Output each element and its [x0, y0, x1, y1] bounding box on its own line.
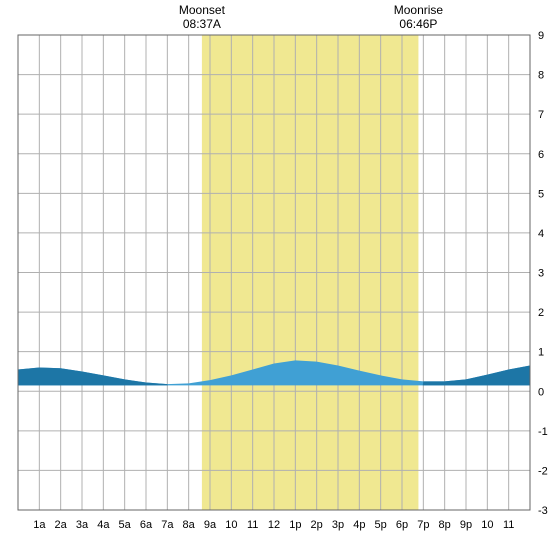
y-tick-label: 4 [538, 228, 544, 240]
x-tick-label: 12 [268, 519, 280, 531]
x-tick-label: 11 [247, 519, 258, 531]
x-tick-label: 4p [353, 519, 365, 531]
moonset-label: Moonset [179, 3, 226, 17]
chart-svg: -3-2-101234567891a2a3a4a5a6a7a8a9a101112… [0, 0, 550, 550]
y-tick-label: 0 [538, 386, 544, 398]
x-tick-label: 1a [33, 519, 46, 531]
x-tick-label: 9p [460, 519, 472, 531]
x-tick-label: 5p [375, 519, 387, 531]
x-tick-label: 7a [161, 519, 174, 531]
x-tick-label: 4a [97, 519, 110, 531]
y-tick-label: 3 [538, 268, 544, 280]
x-tick-label: 9a [204, 519, 217, 531]
x-tick-label: 2a [55, 519, 68, 531]
y-tick-label: 5 [538, 188, 544, 200]
moonset-time: 08:37A [183, 17, 221, 31]
x-tick-label: 11 [503, 519, 514, 531]
y-tick-label: 1 [538, 347, 544, 359]
y-tick-label: -2 [538, 465, 548, 477]
y-tick-label: 6 [538, 149, 544, 161]
tide-area-dark [18, 368, 168, 386]
moonrise-label: Moonrise [394, 3, 444, 17]
y-tick-label: -3 [538, 505, 548, 517]
grid [18, 35, 530, 510]
x-tick-label: 3a [76, 519, 89, 531]
y-tick-label: 9 [538, 30, 544, 42]
x-tick-label: 5a [119, 519, 132, 531]
x-tick-label: 8p [439, 519, 451, 531]
y-tick-label: 7 [538, 109, 544, 121]
x-tick-label: 6p [396, 519, 408, 531]
x-tick-label: 8a [183, 519, 196, 531]
x-tick-label: 7p [417, 519, 429, 531]
x-tick-label: 2p [311, 519, 323, 531]
x-tick-label: 10 [481, 519, 493, 531]
x-tick-label: 3p [332, 519, 344, 531]
y-tick-label: 8 [538, 70, 544, 82]
x-tick-label: 6a [140, 519, 153, 531]
tide-area-dark [423, 366, 530, 386]
x-tick-label: 1p [289, 519, 301, 531]
tide-chart: -3-2-101234567891a2a3a4a5a6a7a8a9a101112… [0, 0, 550, 550]
y-tick-label: -1 [538, 426, 548, 438]
moonrise-time: 06:46P [399, 17, 437, 31]
x-tick-label: 10 [225, 519, 237, 531]
y-tick-label: 2 [538, 307, 544, 319]
